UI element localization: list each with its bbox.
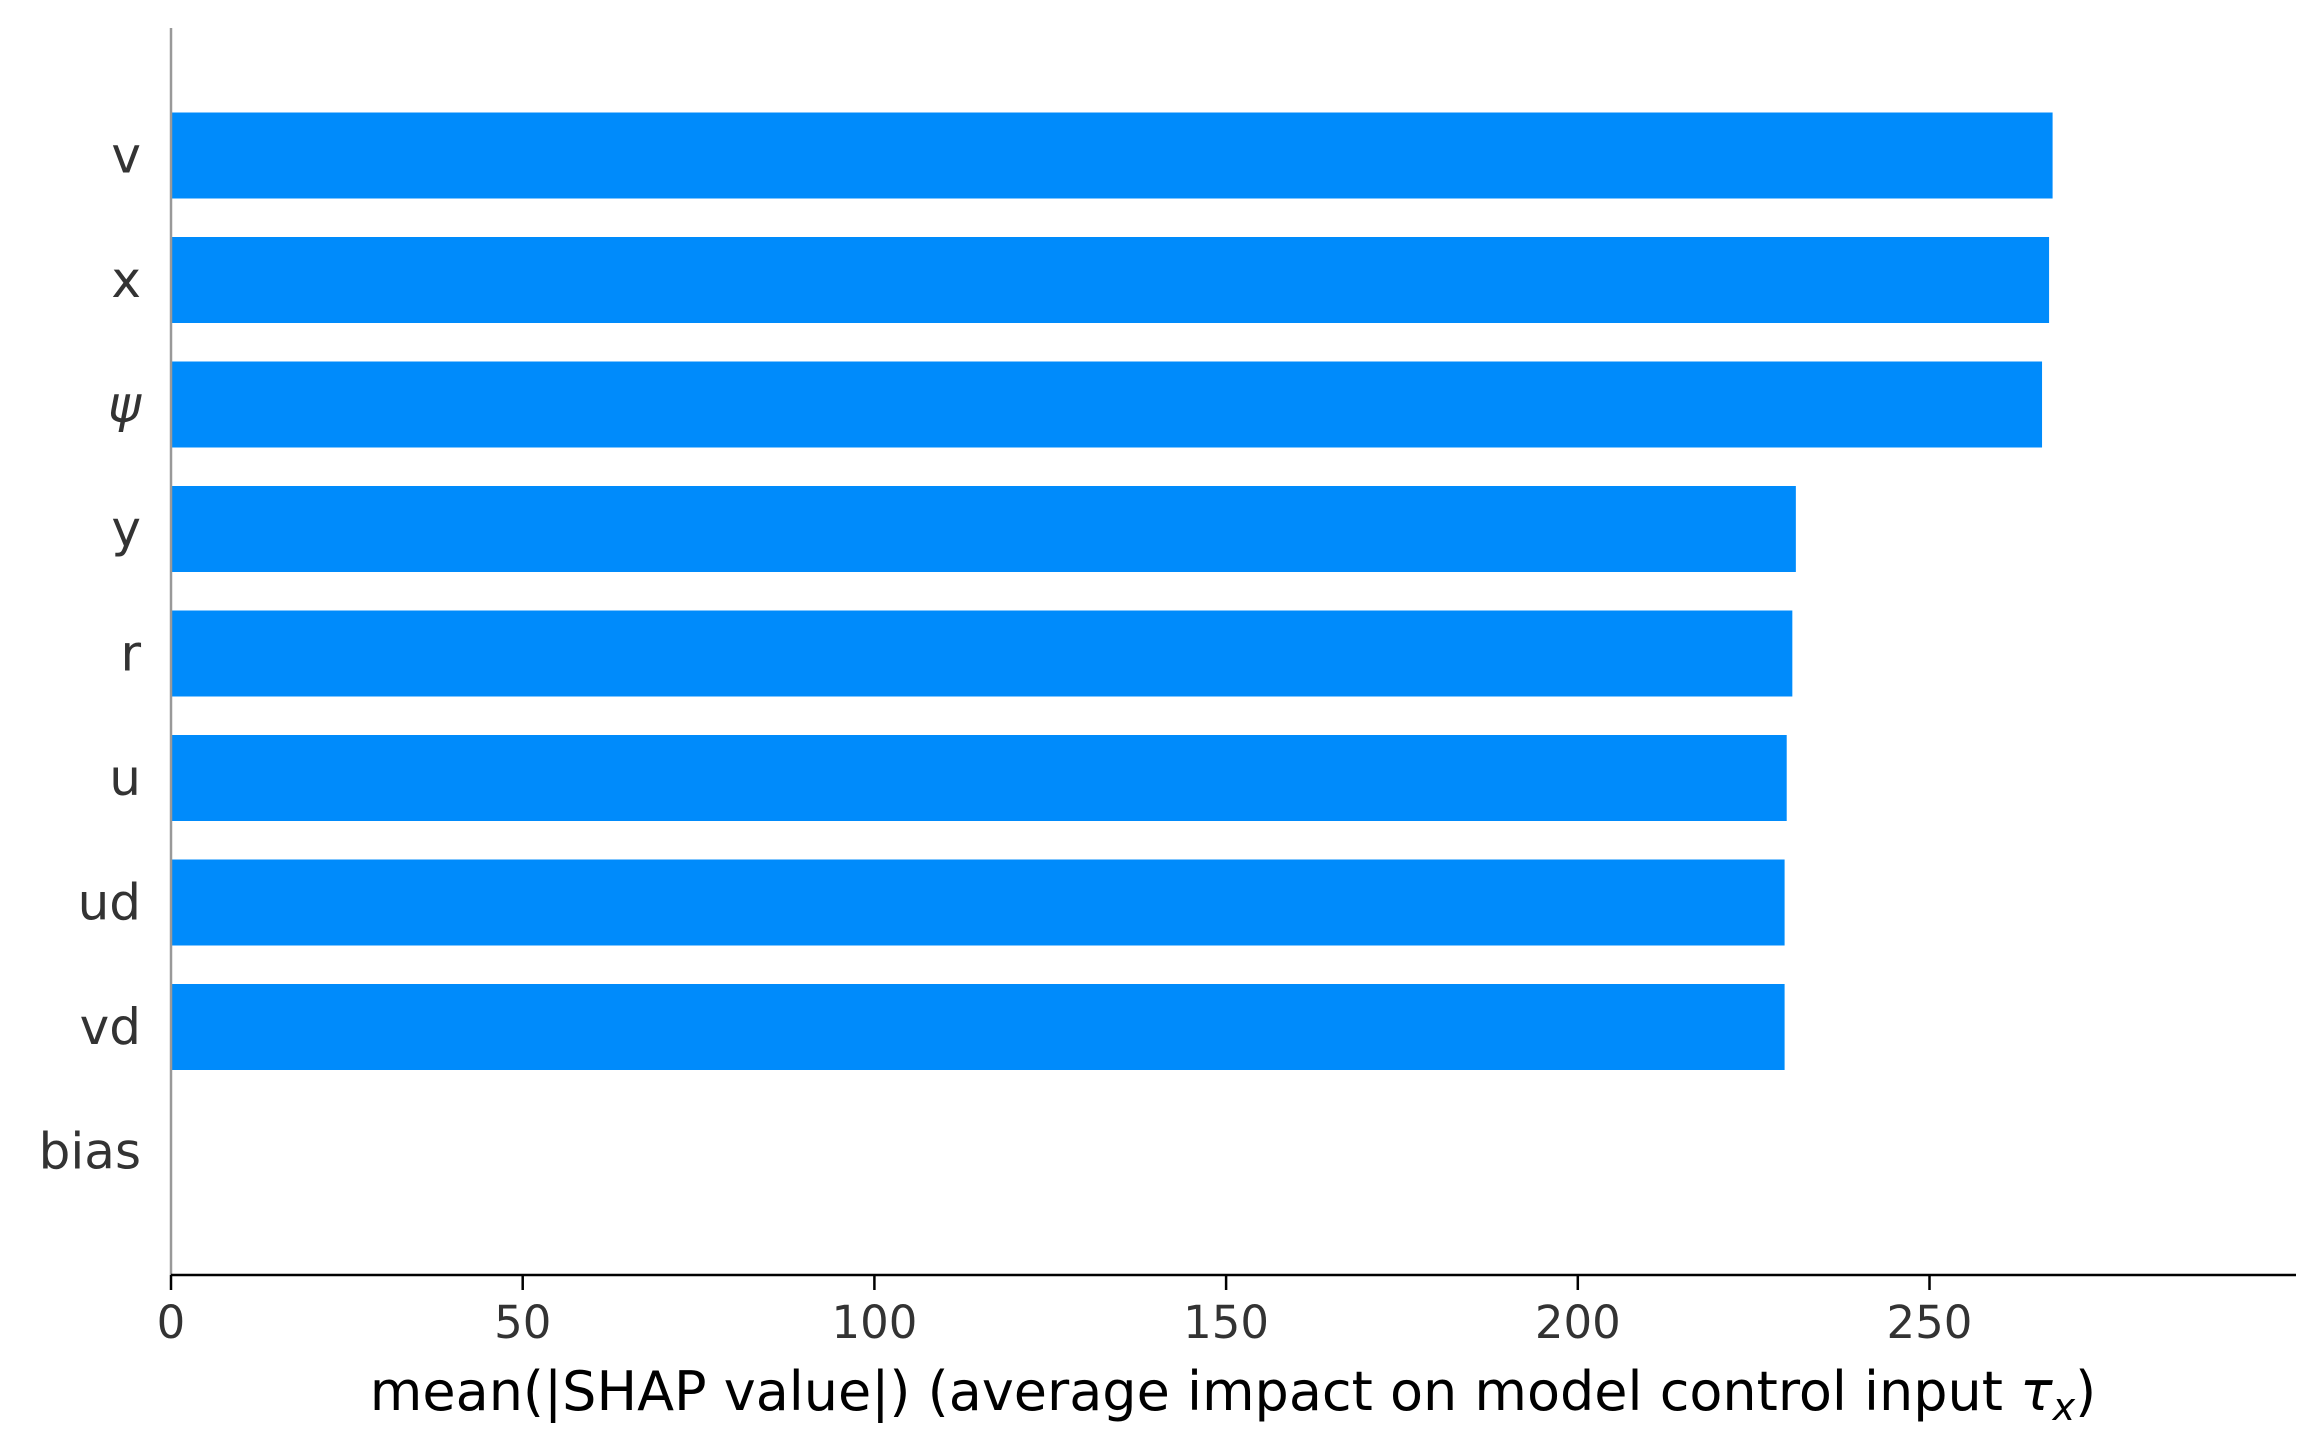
x-ticks: 0 50 100 150 200 250: [157, 1275, 1973, 1349]
x-axis-label-text: mean(|SHAP value|) (average impact on mo…: [370, 1360, 2020, 1423]
y-tick-label-0: v: [111, 127, 141, 185]
bar-3: [171, 486, 1796, 572]
y-tick-label-1: x: [111, 251, 141, 309]
y-tick-label-4: r: [120, 625, 141, 683]
x-tick-label-4: 200: [1535, 1296, 1621, 1349]
x-axis-label-subscript: x: [2052, 1385, 2076, 1429]
y-tick-labels: v x ψ y r u ud vd bias: [39, 127, 142, 1181]
x-tick-label-2: 100: [831, 1296, 917, 1349]
x-axis-label-close: ): [2075, 1360, 2096, 1423]
bar-4: [171, 610, 1793, 697]
bar-5: [171, 735, 1787, 821]
y-tick-label-7: vd: [80, 998, 141, 1056]
bar-0: [171, 112, 2053, 199]
x-tick-label-0: 0: [157, 1296, 186, 1349]
bar-1: [171, 237, 2050, 323]
x-axis-label-tau: τ: [2020, 1360, 2053, 1423]
x-tick-label-5: 250: [1887, 1296, 1973, 1349]
x-tick-label-1: 50: [494, 1296, 551, 1349]
bar-7: [171, 984, 1785, 1070]
y-tick-label-5: u: [109, 749, 141, 807]
y-tick-label-6: ud: [78, 874, 141, 932]
x-tick-label-3: 150: [1183, 1296, 1269, 1349]
bar-6: [171, 859, 1785, 946]
bar-2: [171, 361, 2043, 448]
y-tick-label-3: y: [111, 500, 141, 558]
y-tick-label-8: bias: [39, 1123, 141, 1181]
x-axis-label: mean(|SHAP value|) (average impact on mo…: [370, 1360, 2096, 1429]
y-tick-label-2: ψ: [108, 376, 142, 434]
bars-group: [171, 112, 2053, 1070]
